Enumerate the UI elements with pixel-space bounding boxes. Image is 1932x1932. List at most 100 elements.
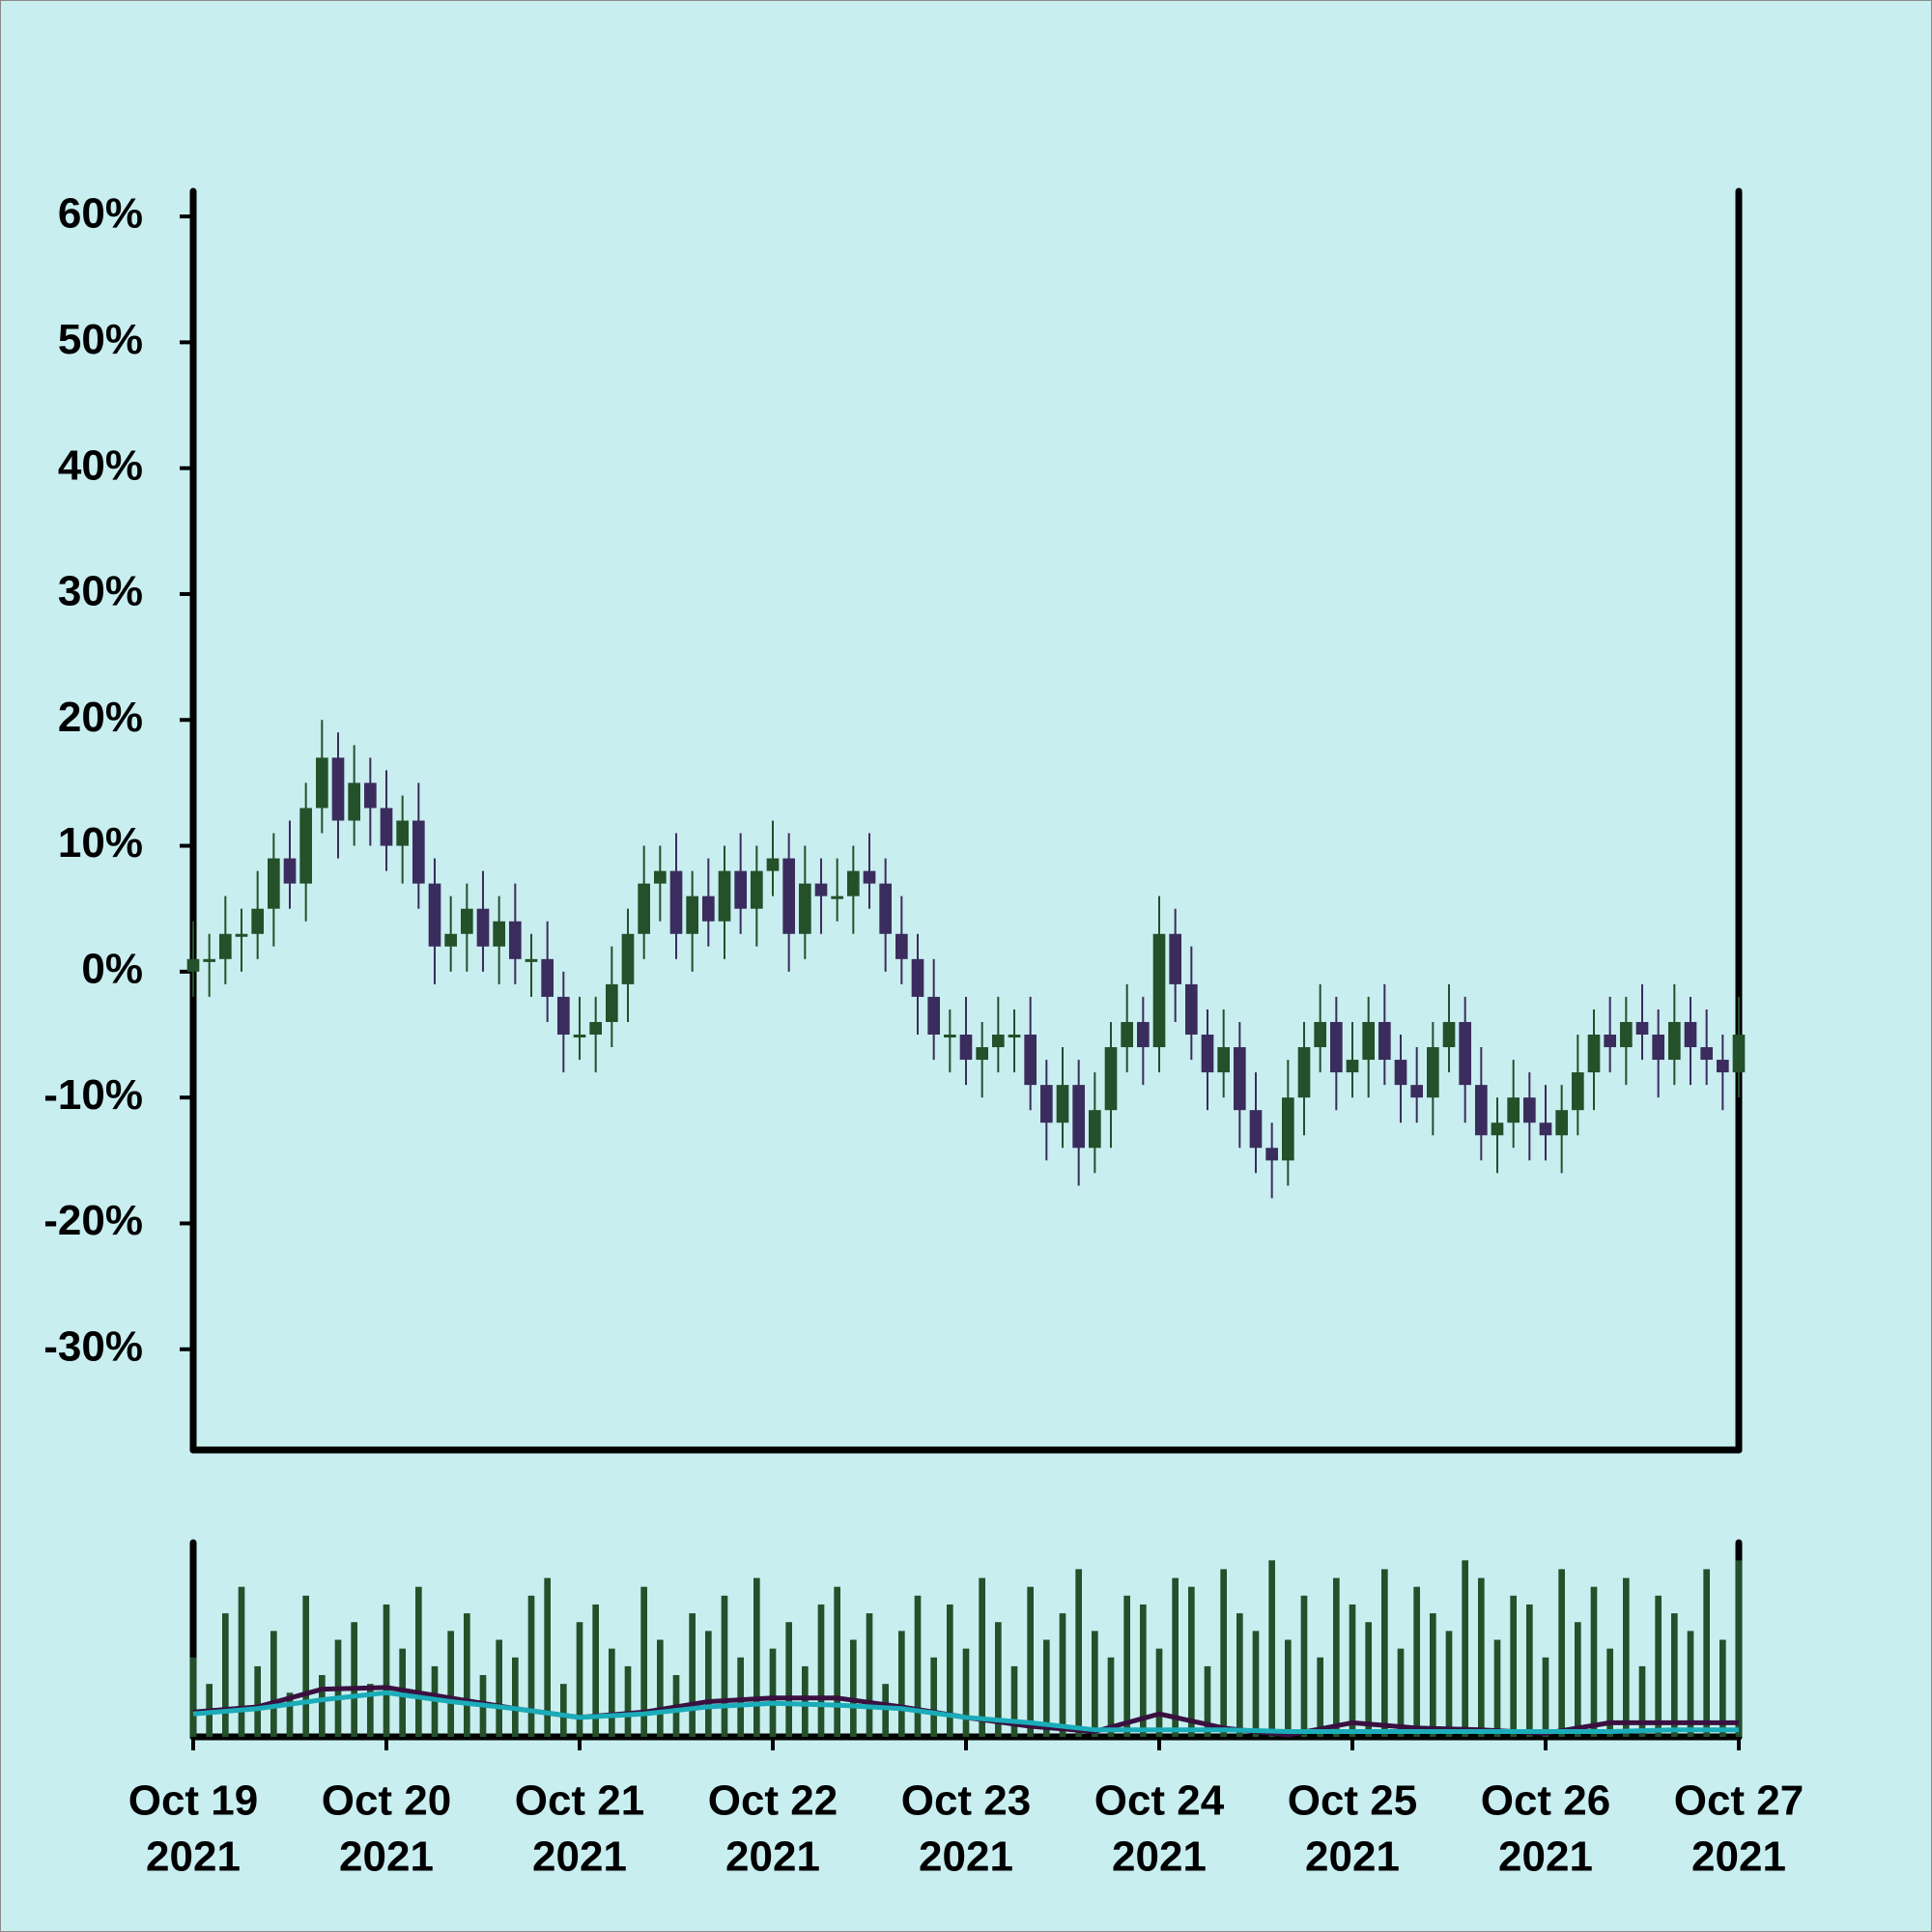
candle-body (766, 858, 780, 871)
volume-line (192, 1690, 1739, 1735)
volume-bar (689, 1613, 696, 1737)
candle-body (1378, 1021, 1391, 1061)
candle-body (911, 958, 924, 997)
candle-body (654, 870, 667, 884)
candle-body (1008, 1035, 1021, 1038)
volume-bar (1268, 1560, 1275, 1737)
candle-body (1635, 1021, 1649, 1036)
volume-bar (1638, 1665, 1646, 1737)
volume-bar (1606, 1648, 1613, 1737)
volume-bar (1140, 1604, 1147, 1737)
x-tick-label: 2021 (146, 1833, 241, 1881)
candle-body (1185, 983, 1198, 1036)
candle-body (380, 808, 393, 846)
candle-body (638, 883, 650, 934)
candle-body (589, 1021, 602, 1036)
volume-bar (962, 1648, 970, 1737)
volume-bar (238, 1586, 245, 1737)
candle-body (959, 1035, 973, 1061)
volume-bar (1445, 1631, 1453, 1737)
volume-bar (222, 1613, 229, 1737)
volume-bar (592, 1604, 599, 1737)
x-tick-label: Oct 22 (708, 1777, 838, 1825)
y-tick-label: 60% (58, 190, 143, 238)
candle-body (509, 921, 522, 959)
volume-bar (527, 1595, 535, 1737)
candle-body (1539, 1122, 1552, 1136)
candle-body (1152, 933, 1166, 1048)
candle-body (541, 958, 554, 997)
y-tick-label: 30% (58, 568, 143, 615)
candle-body (814, 883, 828, 896)
y-tick-label: 0% (81, 945, 143, 992)
candle-body (1201, 1035, 1214, 1073)
volume-bar (1300, 1595, 1308, 1737)
x-tick-label: Oct 21 (515, 1777, 645, 1825)
volume-bar (1493, 1639, 1501, 1737)
volume-bar (496, 1639, 502, 1737)
y-tick-label: 40% (58, 441, 143, 489)
candle-body (396, 820, 409, 846)
x-tick-label: 2021 (532, 1833, 627, 1881)
volume-bar (1575, 1622, 1581, 1737)
volume-bar (1092, 1631, 1098, 1737)
candle-body (219, 933, 232, 959)
volume-bar (447, 1631, 454, 1737)
volume-bar (1317, 1657, 1323, 1737)
volume-bar (898, 1631, 905, 1737)
volume-bar (785, 1622, 792, 1737)
candle-body (669, 870, 683, 934)
candle-body (1442, 1021, 1456, 1048)
candle-body (557, 996, 570, 1036)
volume-bar (1623, 1577, 1630, 1737)
volume-bar (1590, 1586, 1598, 1737)
candle-body (1282, 1097, 1294, 1161)
y-tick-label: -30% (43, 1322, 143, 1370)
volume-bar (351, 1622, 357, 1737)
volume-bar (1719, 1639, 1726, 1737)
volume-bar (1155, 1648, 1163, 1737)
volume-bar (1397, 1648, 1405, 1737)
x-tick-label: Oct 19 (128, 1777, 259, 1825)
volume-bar (286, 1692, 294, 1737)
candle-body (1668, 1021, 1681, 1061)
volume-bar (721, 1595, 728, 1737)
volume-bar (1123, 1595, 1130, 1737)
candle-body (476, 908, 490, 947)
volume-bar (995, 1622, 1002, 1737)
candle-body (1104, 1047, 1118, 1111)
candle-body (1459, 1021, 1471, 1086)
candle-body (1169, 933, 1181, 984)
candle-body (1507, 1097, 1520, 1123)
candle-body (493, 921, 505, 947)
candle-body (799, 883, 811, 934)
candle-body (1394, 1060, 1407, 1086)
volume-bar (1430, 1613, 1436, 1737)
volume-bar (866, 1613, 873, 1737)
x-tick-label: 2021 (725, 1833, 820, 1881)
volume-bar (1655, 1595, 1662, 1737)
volume-bar (367, 1684, 374, 1737)
x-tick-label: Oct 24 (1094, 1777, 1225, 1825)
candle-body (1234, 1047, 1246, 1111)
candle-body (734, 870, 747, 909)
volume-bar (415, 1586, 422, 1737)
candle-body (1732, 1035, 1746, 1073)
candle-body (444, 933, 457, 947)
candle-body (782, 858, 795, 934)
volume-bar (1462, 1560, 1468, 1737)
volume-bar (1735, 1560, 1743, 1737)
candle-body (1346, 1060, 1359, 1073)
candle-body (686, 895, 698, 934)
volume-bar (302, 1595, 309, 1737)
candle-body (1652, 1035, 1664, 1061)
volume-bar (979, 1577, 985, 1737)
volume-bar (834, 1586, 840, 1737)
volume-bar (1107, 1657, 1115, 1737)
volume-bar (1671, 1613, 1678, 1737)
candle-body (412, 820, 425, 884)
volume-bar (769, 1648, 777, 1737)
volume-bar (1027, 1586, 1034, 1737)
candle-body (299, 808, 312, 884)
candle-body (992, 1035, 1005, 1048)
